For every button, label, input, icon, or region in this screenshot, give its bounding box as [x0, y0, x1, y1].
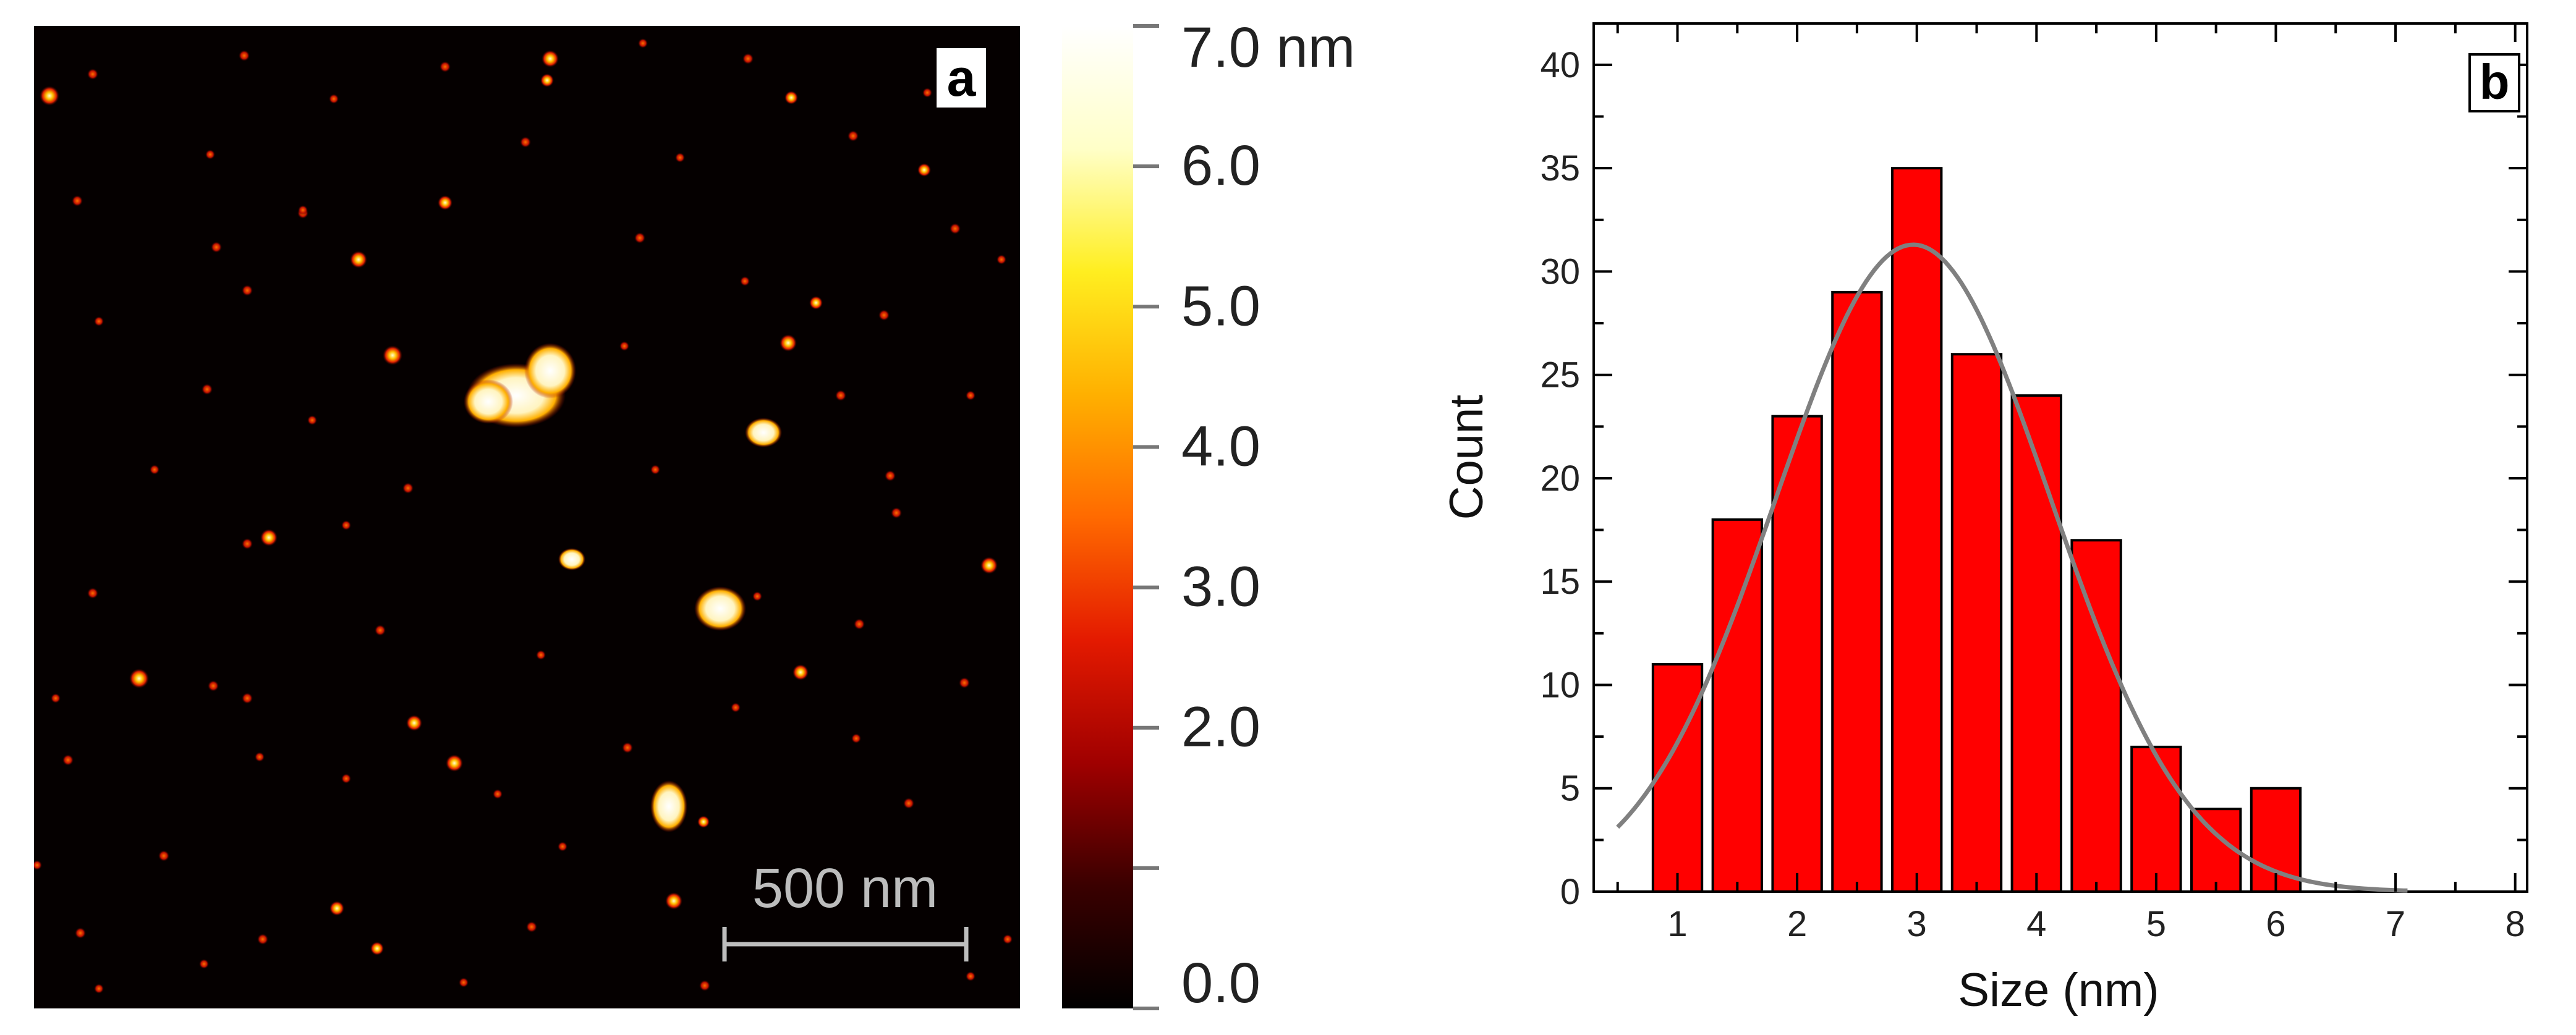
- y-tick-label: 15: [1540, 562, 1580, 602]
- colorbar-tick-label: 7.0 nm: [1181, 16, 1355, 79]
- gaussian-fit-curve: [1616, 242, 2408, 893]
- afm-particle: [809, 296, 823, 310]
- y-tick-label: 35: [1540, 148, 1580, 188]
- panel-a-label-box: [937, 48, 986, 108]
- x-tick-label: 1: [1667, 904, 1687, 944]
- x-tick-label: 5: [2146, 904, 2166, 944]
- afm-particle: [406, 715, 422, 731]
- x-tick-label: 4: [2026, 904, 2046, 944]
- afm-particle: [40, 86, 59, 106]
- afm-image-background: [34, 26, 1020, 1008]
- histogram-bar: [2010, 394, 2062, 893]
- y-tick-label: 30: [1540, 251, 1580, 292]
- afm-particle: [370, 942, 384, 955]
- afm-particle: [784, 91, 798, 104]
- colorbar-tick-label: 6.0: [1181, 134, 1260, 197]
- afm-small-dots: [34, 38, 1013, 994]
- afm-particle: [446, 754, 463, 772]
- y-tick-label: 0: [1560, 872, 1580, 912]
- afm-aggregate: [650, 780, 687, 832]
- panel-a-label: a: [947, 49, 977, 107]
- colorbar-ticks: 7.0 nm 6.0 5.0 4.0 3.0 2.0 0.0: [1133, 16, 1355, 1015]
- histogram-bar: [1651, 663, 1704, 893]
- axis-ticks: 1 2 3 4 5 6 7 8 0 5 10 15 20 25 30 35 40: [1540, 23, 2527, 944]
- histogram-bar: [1950, 353, 2003, 893]
- afm-particle: [665, 892, 682, 910]
- afm-particle: [260, 529, 278, 546]
- afm-particle: [697, 816, 710, 828]
- panel-b-label: b: [2480, 54, 2510, 109]
- afm-particle: [129, 669, 149, 688]
- colorbar-tick-label: 5.0: [1181, 274, 1260, 337]
- y-tick-label: 5: [1560, 769, 1580, 809]
- y-tick-label: 10: [1540, 665, 1580, 705]
- afm-particles: [34, 38, 1013, 994]
- x-axis-label: Size (nm): [1958, 964, 2159, 1016]
- histogram-panel: 1 2 3 4 5 6 7 8 0 5 10 15 20 25 30 35 40 b Size (nm) Cou…: [1440, 22, 2528, 1016]
- x-tick-label: 2: [1787, 904, 1807, 944]
- afm-particle: [383, 345, 402, 365]
- y-tick-label: 25: [1540, 355, 1580, 395]
- histogram-bar: [2070, 539, 2122, 893]
- x-tick-label: 6: [2266, 904, 2285, 944]
- colorbar-tick-label: 3.0: [1181, 556, 1260, 619]
- colorbar-tick-label: 4.0: [1181, 415, 1260, 478]
- scale-bar-label: 500 nm: [752, 858, 938, 919]
- colorbar-tick-label: 2.0: [1181, 696, 1260, 759]
- afm-panel: a 500 nm 7.0 nm 6.0 5.0 4.0 3.0 2.0 0.0: [34, 16, 1355, 1015]
- afm-particle: [438, 195, 453, 210]
- afm-particle: [542, 50, 559, 67]
- colorbar-tick-label: 0.0: [1181, 952, 1260, 1015]
- colorbar-gradient: [1062, 26, 1133, 1008]
- afm-particle: [350, 251, 367, 268]
- afm-particle: [329, 901, 344, 916]
- y-tick-label: 20: [1540, 458, 1580, 499]
- histogram-bars: [1651, 167, 2302, 893]
- x-tick-label: 8: [2506, 904, 2525, 944]
- histogram-bar: [1711, 518, 1763, 893]
- y-tick-label: 40: [1540, 45, 1580, 85]
- scale-bar: 500 nm: [722, 858, 969, 961]
- afm-particle: [540, 74, 554, 87]
- colorbar: 7.0 nm 6.0 5.0 4.0 3.0 2.0 0.0: [1062, 16, 1355, 1015]
- afm-particle: [917, 163, 931, 177]
- afm-particle: [793, 664, 809, 680]
- histogram-bar: [1831, 290, 1883, 893]
- y-axis-label: Count: [1440, 395, 1493, 520]
- afm-particle: [780, 334, 797, 352]
- afm-aggregate-large: [464, 343, 576, 428]
- afm-aggregate: [558, 548, 585, 570]
- afm-aggregate: [745, 418, 782, 447]
- afm-aggregate: [694, 586, 746, 631]
- x-tick-label: 7: [2386, 904, 2405, 944]
- histogram-bar: [2130, 745, 2182, 893]
- x-tick-label: 3: [1907, 904, 1927, 944]
- panel-b-label-box: [2468, 53, 2520, 112]
- histogram-bar: [1891, 167, 1943, 893]
- afm-particle: [980, 557, 998, 574]
